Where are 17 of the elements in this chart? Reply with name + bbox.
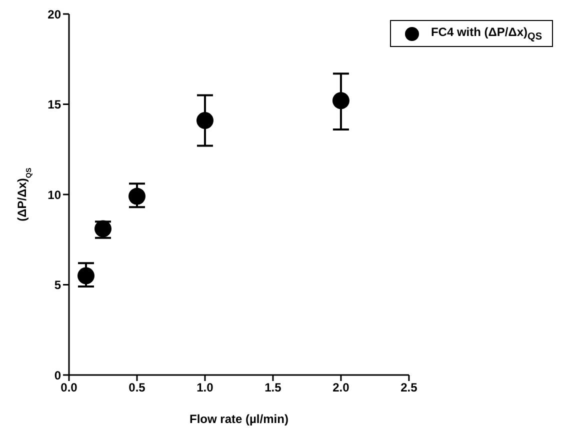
x-tick-label: 0.0 bbox=[60, 380, 78, 395]
y-tick-label: 5 bbox=[54, 278, 62, 292]
legend-label: FC4 with (ΔP/Δx)$_{QS}$ bbox=[430, 25, 542, 42]
y-tick-label: 0 bbox=[54, 368, 62, 382]
x-tick-label: 2.0 bbox=[332, 380, 350, 395]
y-tick-label: 10 bbox=[48, 188, 62, 202]
x-tick-label: 2.5 bbox=[400, 380, 418, 395]
point bbox=[128, 188, 146, 205]
point bbox=[332, 92, 350, 110]
y-tick-label: 20 bbox=[48, 7, 62, 22]
x-tick-label: 1.5 bbox=[264, 380, 282, 395]
x-tick-label: 0.5 bbox=[128, 380, 146, 395]
x-axis-title: Flow rate (µl/min) bbox=[190, 412, 288, 426]
y-tick-label: 15 bbox=[48, 98, 62, 112]
point bbox=[78, 267, 94, 284]
point bbox=[196, 112, 214, 129]
x-tick-label: 1.0 bbox=[196, 380, 214, 395]
